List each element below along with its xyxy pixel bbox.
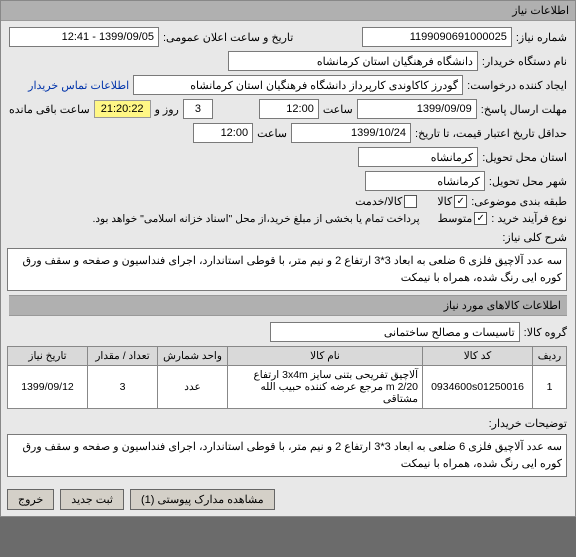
creator-field: [133, 75, 463, 95]
need-info-panel: اطلاعات نیاز شماره نیاز: تاریخ و ساعت اع…: [0, 0, 576, 517]
table-header-row: ردیف کد کالا نام کالا واحد شمارش تعداد /…: [8, 347, 567, 366]
cell-row: 1: [533, 366, 567, 409]
process-note: پرداخت تمام یا بخشی از مبلغ خرید،از محل …: [92, 213, 419, 225]
org-label: نام دستگاه خریدار:: [482, 55, 567, 68]
cell-code: 0934600s01250016: [423, 366, 533, 409]
medium-checkbox-wrap[interactable]: متوسط: [438, 212, 488, 225]
col-unit: واحد شمارش: [158, 347, 228, 366]
delivery-state-field: [358, 147, 478, 167]
delivery-state-label: استان محل تحویل:: [482, 151, 567, 164]
goods-group-label: گروه کالا:: [524, 326, 567, 339]
brief-label: شرح کلی نیاز:: [502, 231, 567, 244]
footer-bar: مشاهده مدارک پیوستی (1) ثبت جدید خروج: [1, 483, 575, 516]
need-no-field: [362, 27, 512, 47]
new-button[interactable]: ثبت جدید: [60, 489, 124, 510]
table-row[interactable]: 1 0934600s01250016 آلاچیق تفریحی بتنی سا…: [8, 366, 567, 409]
col-row: ردیف: [533, 347, 567, 366]
medium-check-label: متوسط: [438, 212, 473, 225]
days-left-field: [183, 99, 213, 119]
countdown-timer: 21:20:22: [94, 100, 151, 118]
cell-qty: 3: [88, 366, 158, 409]
creator-label: ایجاد کننده درخواست:: [467, 79, 567, 92]
sep-day: روز و: [155, 103, 179, 116]
col-name: نام کالا: [228, 347, 423, 366]
buyer-desc-text: سه عدد آلاچیق فلزی 6 ضلعی به ابعاد 3*3 ا…: [7, 434, 567, 477]
deadline-date-field: [357, 99, 477, 119]
announce-label: تاریخ و ساعت اعلان عمومی:: [163, 31, 293, 44]
org-field: [228, 51, 478, 71]
kala-checkbox-wrap[interactable]: کالا: [437, 195, 467, 208]
sep-time-2: ساعت: [257, 127, 287, 140]
buyer-desc-label: توضیحات خریدار:: [489, 417, 567, 430]
form-body: شماره نیاز: تاریخ و ساعت اعلان عمومی: نا…: [1, 21, 575, 483]
goods-group-field: [270, 322, 520, 342]
buyer-contact-link[interactable]: اطلاعات تماس خریدار: [28, 79, 129, 92]
group-label: طبقه بندی موضوعی:: [471, 195, 567, 208]
cell-unit: عدد: [158, 366, 228, 409]
col-code: کد کالا: [423, 347, 533, 366]
items-subtitle: اطلاعات کالاهای مورد نیاز: [9, 295, 567, 316]
deadline-label: مهلت ارسال پاسخ:: [481, 103, 567, 116]
min-valid-label: حداقل تاریخ اعتبار قیمت، تا تاریخ:: [415, 127, 567, 140]
sep-time-1: ساعت: [323, 103, 353, 116]
min-valid-date-field: [291, 123, 411, 143]
items-table: ردیف کد کالا نام کالا واحد شمارش تعداد /…: [7, 346, 567, 409]
service-check-label: کالا/خدمت: [355, 195, 402, 208]
delivery-city-field: [365, 171, 485, 191]
cell-need-date: 1399/09/12: [8, 366, 88, 409]
service-checkbox[interactable]: [404, 195, 417, 208]
min-valid-time-field: [193, 123, 253, 143]
attachments-button[interactable]: مشاهده مدارک پیوستی (1): [130, 489, 275, 510]
col-need-date: تاریخ نیاز: [8, 347, 88, 366]
brief-text: سه عدد آلاچیق فلزی 6 ضلعی به ابعاد 3*3 ا…: [7, 248, 567, 291]
service-checkbox-wrap[interactable]: کالا/خدمت: [355, 195, 417, 208]
medium-checkbox[interactable]: [474, 212, 487, 225]
close-button[interactable]: خروج: [7, 489, 54, 510]
announce-field: [9, 27, 159, 47]
deadline-time-field: [259, 99, 319, 119]
kala-check-label: کالا: [437, 195, 452, 208]
delivery-city-label: شهر محل تحویل:: [489, 175, 567, 188]
process-type-label: نوع فرآیند خرید :: [491, 212, 567, 225]
panel-title: اطلاعات نیاز: [1, 1, 575, 21]
need-no-label: شماره نیاز:: [516, 31, 567, 44]
kala-checkbox[interactable]: [454, 195, 467, 208]
col-qty: تعداد / مقدار: [88, 347, 158, 366]
remaining-label: ساعت باقی مانده: [9, 103, 90, 116]
cell-name: آلاچیق تفریحی بتنی سایز 3x4m ارتفاع 2/20…: [228, 366, 423, 409]
